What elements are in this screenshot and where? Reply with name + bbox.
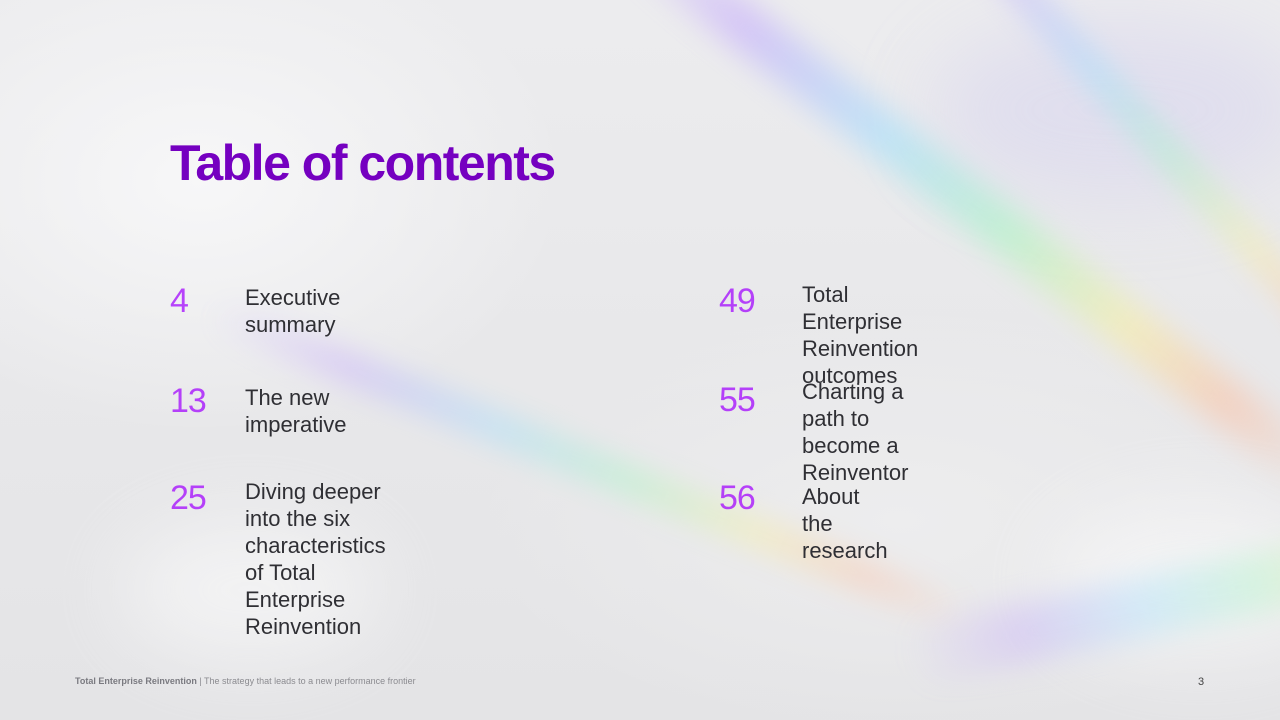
background-glow <box>930 20 1280 200</box>
toc-section-label: Charting a path to become a Reinventor <box>802 379 909 485</box>
toc-section-label: The new imperative <box>245 385 347 437</box>
page-number: 3 <box>1198 676 1205 688</box>
footer: Total Enterprise Reinvention | The strat… <box>75 676 416 686</box>
footer-report-name: Total Enterprise Reinvention <box>75 676 197 686</box>
toc-page-number: 56 <box>719 479 756 517</box>
background-glow <box>1050 500 1280 660</box>
toc-page-number: 13 <box>170 382 207 420</box>
footer-tagline: The strategy that leads to a new perform… <box>204 676 416 686</box>
background-glow <box>120 520 380 660</box>
footer-separator: | <box>196 676 205 686</box>
toc-section-label: Diving deeper into the six characteristi… <box>245 479 386 639</box>
toc-section-label: Total Enterprise Reinvention outcomes <box>802 282 919 388</box>
toc-page-number: 4 <box>170 282 189 320</box>
toc-page-number: 49 <box>719 282 756 320</box>
page-title: Table of contents <box>170 135 556 191</box>
toc-page-number: 25 <box>170 479 207 517</box>
toc-page-number: 55 <box>719 381 756 419</box>
toc-section-label: About the research <box>802 484 888 563</box>
toc-section-label: Executive summary <box>245 285 341 337</box>
